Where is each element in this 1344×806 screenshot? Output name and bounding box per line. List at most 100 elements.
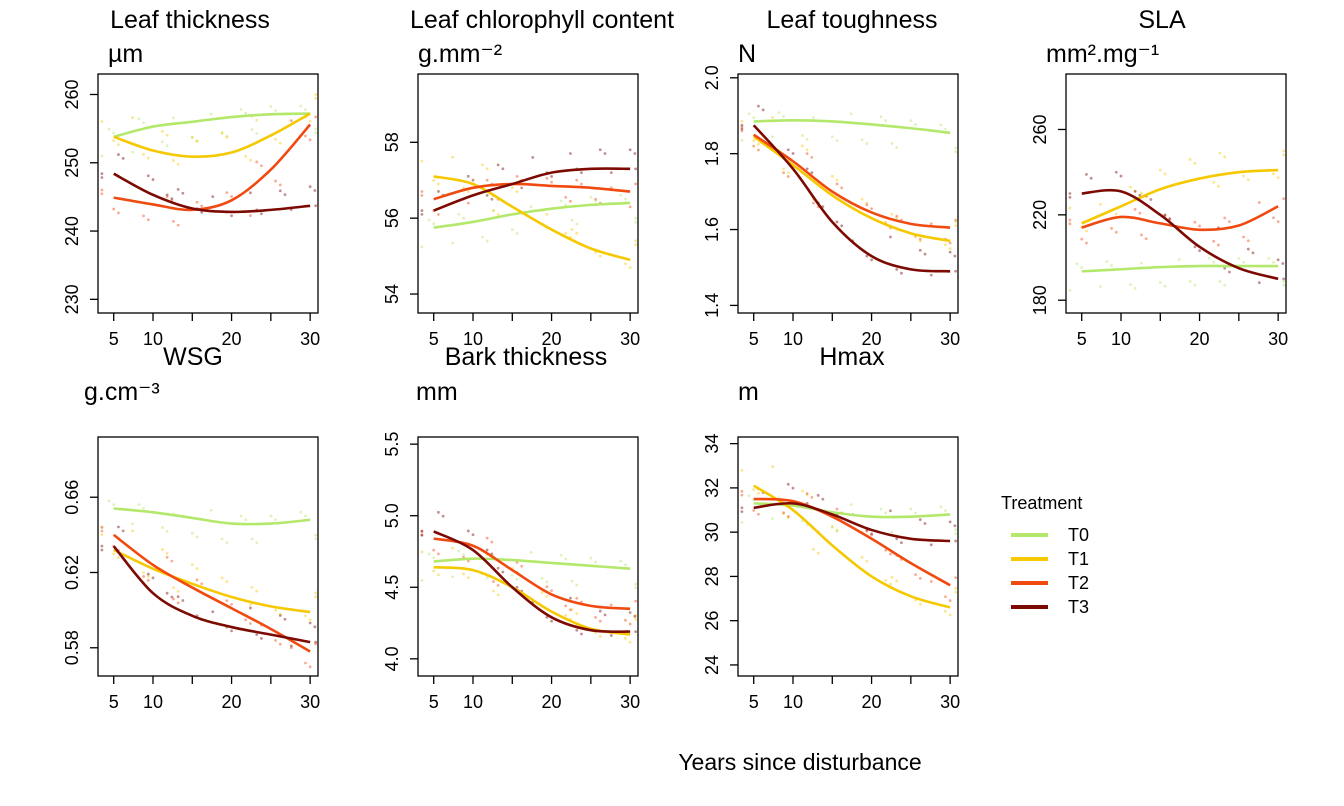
raw-point (782, 171, 785, 175)
y-tick-label: 4.0 (382, 646, 402, 671)
raw-point (161, 548, 164, 552)
raw-point (314, 115, 318, 119)
raw-point (1282, 149, 1286, 153)
raw-point (569, 199, 572, 203)
raw-point (895, 267, 899, 271)
raw-point (209, 508, 213, 512)
raw-point (170, 595, 174, 599)
x-tick-label: 20 (1190, 329, 1210, 349)
raw-point (948, 241, 952, 245)
raw-point (564, 195, 568, 199)
raw-point (220, 537, 224, 541)
raw-point (437, 190, 440, 193)
x-tick-label: 5 (429, 692, 439, 712)
raw-point (1163, 172, 1167, 176)
raw-point (304, 134, 307, 138)
raw-point (835, 220, 839, 224)
raw-point (457, 212, 461, 216)
raw-point (835, 529, 839, 533)
raw-point (112, 503, 116, 507)
raw-point (782, 167, 785, 171)
raw-point (879, 507, 883, 511)
plot-frame (97, 73, 319, 314)
raw-point (314, 131, 318, 135)
series-line-T0 (113, 507, 311, 526)
raw-point (146, 578, 150, 582)
raw-point (740, 119, 744, 123)
x-tick-label: 30 (1268, 329, 1288, 349)
y-tick-label: 56 (382, 208, 402, 228)
x-tick-label: 20 (222, 329, 242, 349)
raw-point (740, 521, 744, 524)
raw-point (1085, 229, 1088, 233)
legend-label: T3 (1068, 597, 1089, 617)
raw-point (427, 218, 431, 222)
raw-point (1282, 197, 1286, 201)
raw-point (250, 585, 254, 589)
raw-point (437, 182, 440, 186)
raw-point (260, 164, 263, 168)
raw-point (559, 553, 563, 557)
raw-point (757, 491, 760, 495)
raw-point (740, 506, 744, 510)
raw-point (805, 138, 809, 141)
raw-point (289, 119, 293, 123)
raw-point (1267, 257, 1271, 260)
raw-point (274, 608, 277, 612)
raw-point (274, 518, 277, 522)
raw-point (117, 211, 120, 215)
raw-point (1133, 189, 1137, 193)
raw-point (107, 127, 111, 131)
raw-point (1119, 174, 1123, 178)
raw-point (909, 507, 913, 511)
raw-point (100, 192, 104, 196)
raw-point (1251, 251, 1255, 255)
raw-point (564, 231, 568, 235)
raw-point (1177, 258, 1181, 261)
raw-point (575, 612, 579, 615)
raw-point (594, 197, 597, 201)
raw-point (944, 127, 947, 131)
raw-point (100, 533, 104, 537)
raw-point (314, 533, 318, 537)
raw-point (239, 514, 243, 518)
raw-point (451, 155, 454, 159)
raw-point (314, 591, 318, 595)
raw-point (244, 518, 248, 522)
raw-point (575, 222, 579, 226)
raw-point (589, 195, 593, 199)
raw-point (112, 207, 116, 211)
raw-point (100, 548, 104, 552)
raw-point (249, 603, 252, 607)
panel-3: SLA mm².mg⁻¹ 5 10 20 30 180 220 260 (1030, 6, 1288, 349)
raw-point (1228, 270, 1231, 274)
raw-point (550, 619, 553, 623)
panel-unit: mm (416, 378, 458, 406)
raw-point (1217, 184, 1220, 188)
raw-point (146, 156, 150, 160)
raw-point (492, 209, 495, 212)
raw-point (170, 197, 174, 201)
raw-point (1193, 283, 1197, 287)
raw-point (249, 158, 252, 162)
y-tick-label: 1.8 (702, 141, 722, 166)
raw-point (137, 117, 141, 121)
raw-point (954, 146, 958, 150)
raw-point (225, 580, 229, 584)
raw-point (451, 546, 454, 550)
raw-point (752, 509, 756, 512)
raw-point (634, 582, 638, 586)
raw-point (165, 195, 169, 199)
plot-frame (1065, 73, 1287, 314)
raw-point (304, 514, 307, 518)
raw-point (313, 189, 317, 192)
points-T2 (420, 529, 638, 626)
raw-point (170, 559, 174, 563)
legend-title: Treatment (1001, 493, 1082, 513)
raw-point (545, 176, 549, 180)
raw-point (1068, 289, 1072, 292)
series-line-T0 (753, 118, 951, 135)
raw-point (420, 209, 424, 212)
raw-point (172, 586, 175, 590)
raw-point (889, 582, 892, 586)
